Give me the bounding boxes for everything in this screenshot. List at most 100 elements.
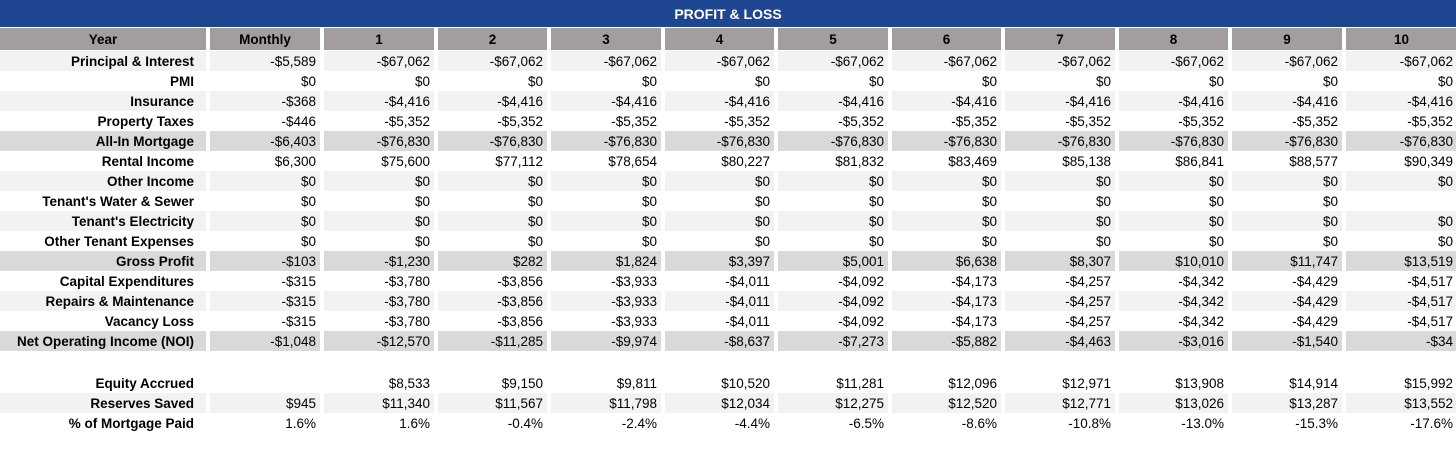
table-cell: -$3,933 [551, 271, 665, 291]
table-cell: $0 [1119, 211, 1232, 231]
table-cell: $85,138 [1005, 151, 1119, 171]
row-label: Other Tenant Expenses [0, 231, 210, 251]
table-row: Property Taxes -$446 -$5,352 -$5,352 -$5,352… [0, 111, 1456, 131]
table-cell: $0 [1346, 171, 1456, 191]
row-label: Property Taxes [0, 111, 210, 131]
table-cell: $12,275 [778, 393, 892, 413]
table-cell: $14,914 [1232, 373, 1346, 393]
table-cell: -$368 [210, 91, 324, 111]
table-cell: -$5,352 [551, 111, 665, 131]
table-cell: -$3,780 [324, 291, 438, 311]
row-label: Vacancy Loss [0, 311, 210, 331]
row-label: Net Operating Income (NOI) [0, 331, 210, 351]
column-header: 10 [1346, 28, 1456, 51]
table-row: Vacancy Loss -$315 -$3,780 -$3,856 -$3,933 -$… [0, 311, 1456, 331]
table-cell: -$5,589 [210, 51, 324, 71]
table-cell: $0 [1005, 231, 1119, 251]
column-header: 9 [1232, 28, 1346, 51]
table-row: Capital Expenditures -$315 -$3,780 -$3,856-… [0, 271, 1456, 291]
table-cell: $0 [1232, 171, 1346, 191]
table-cell: $0 [892, 191, 1005, 211]
table-cell: -$4,429 [1232, 271, 1346, 291]
column-header: 6 [892, 28, 1005, 51]
table-cell: -$4,173 [892, 291, 1005, 311]
table-cell: -$76,830 [778, 131, 892, 151]
table-cell [210, 351, 324, 373]
table-cell: $11,281 [778, 373, 892, 393]
table-cell: -$76,830 [551, 131, 665, 151]
table-cell: -$315 [210, 291, 324, 311]
table-cell: $1,824 [551, 251, 665, 271]
table-cell: $0 [665, 191, 778, 211]
table-cell: -$76,830 [324, 131, 438, 151]
table-cell: $0 [210, 231, 324, 251]
table-cell [1005, 351, 1119, 373]
table-row: % of Mortgage Paid 1.6% 1.6% -0.4% -2.4% -4.4… [0, 413, 1456, 433]
table-cell: -13.0% [1119, 413, 1232, 433]
table-cell: $0 [665, 231, 778, 251]
table-cell: -$5,352 [324, 111, 438, 131]
row-label: Equity Accrued [0, 373, 210, 393]
table-cell: -$4,416 [1005, 91, 1119, 111]
table-cell: $0 [438, 171, 551, 191]
table-cell: $12,771 [1005, 393, 1119, 413]
table-cell: -$4,011 [665, 291, 778, 311]
table-cell: $0 [665, 171, 778, 191]
table-cell: -$4,173 [892, 271, 1005, 291]
table-cell [438, 351, 551, 373]
table-cell: -$5,352 [892, 111, 1005, 131]
table-cell: 1.6% [324, 413, 438, 433]
table-cell: $0 [551, 211, 665, 231]
table-cell: $86,841 [1119, 151, 1232, 171]
column-header: 5 [778, 28, 892, 51]
table-cell: $77,112 [438, 151, 551, 171]
table-cell: -$4,416 [778, 91, 892, 111]
table-cell: $0 [665, 211, 778, 231]
table-cell: $0 [778, 71, 892, 91]
table-cell: -$34 [1346, 331, 1456, 351]
table-cell: -$67,062 [1346, 51, 1456, 71]
table-cell: $13,519 [1346, 251, 1456, 271]
table-cell: -$4,416 [324, 91, 438, 111]
table-cell: -$11,285 [438, 331, 551, 351]
table-cell: $0 [324, 71, 438, 91]
table-cell: -17.6% [1346, 413, 1456, 433]
table-cell: $0 [1346, 71, 1456, 91]
table-cell: -0.4% [438, 413, 551, 433]
table-cell: -$4,517 [1346, 291, 1456, 311]
table-cell: $0 [1232, 191, 1346, 211]
table-cell: -$67,062 [778, 51, 892, 71]
table-cell: $0 [778, 231, 892, 251]
table-cell: $945 [210, 393, 324, 413]
table-cell: -$3,856 [438, 291, 551, 311]
table-cell: $0 [1232, 231, 1346, 251]
table-cell: $75,600 [324, 151, 438, 171]
table-cell [778, 351, 892, 373]
table-cell: $0 [324, 211, 438, 231]
column-header: 7 [1005, 28, 1119, 51]
row-label: Rental Income [0, 151, 210, 171]
table-cell: $10,010 [1119, 251, 1232, 271]
table-header: Year Monthly 1 2 3 4 5 6 7 8 9 10 [0, 28, 1456, 51]
table-row: All-In Mortgage -$6,403 -$76,830 -$76,830 -$… [0, 131, 1456, 151]
row-label: Other Income [0, 171, 210, 191]
table-cell: -$4,416 [1119, 91, 1232, 111]
table-cell: -$4,257 [1005, 271, 1119, 291]
table-cell: $13,908 [1119, 373, 1232, 393]
table-cell: -$5,352 [1005, 111, 1119, 131]
table-cell: -$76,830 [1346, 131, 1456, 151]
table-cell: $0 [1005, 71, 1119, 91]
table-cell: $8,533 [324, 373, 438, 393]
table-cell: $0 [324, 171, 438, 191]
table-cell: -$4,416 [892, 91, 1005, 111]
table-row: Reserves Saved $945 $11,340 $11,567 $11,798 $… [0, 393, 1456, 413]
row-label: All-In Mortgage [0, 131, 210, 151]
table-cell: -$446 [210, 111, 324, 131]
table-cell: -$3,780 [324, 271, 438, 291]
table-row: Other Tenant Expenses $0 $0 $0 $0 $0 $0 $0 $0 $0 $… [0, 231, 1456, 251]
table-row: Repairs & Maintenance -$315 -$3,780 -$3,856… [0, 291, 1456, 311]
row-label: Repairs & Maintenance [0, 291, 210, 311]
table-cell: -10.8% [1005, 413, 1119, 433]
table-cell: -$4,416 [1346, 91, 1456, 111]
